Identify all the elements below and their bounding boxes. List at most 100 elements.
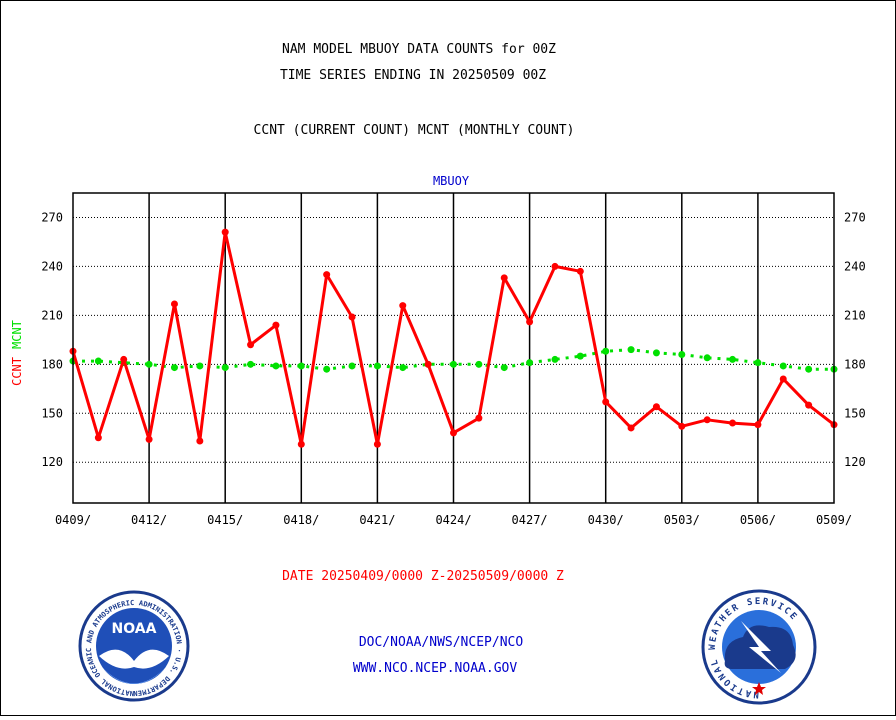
data-point-ccnt — [348, 313, 356, 321]
y-tick-label-right: 180 — [844, 357, 866, 371]
y-tick-label-left: 240 — [41, 259, 63, 273]
y-tick-label-left: 270 — [41, 210, 63, 224]
data-point-mcnt — [805, 365, 813, 373]
y-tick-label-right: 270 — [844, 210, 866, 224]
y-tick-labels: 120 120 150 150 180 180 210 210 240 240 270 270 — [41, 210, 865, 469]
nws-star-icon — [752, 682, 766, 695]
x-tick-label: 0421/ — [359, 513, 395, 527]
data-point-ccnt — [297, 440, 305, 448]
data-point-mcnt — [297, 362, 305, 370]
noaa-logo: NATIONAL OCEANIC AND ATMOSPHERIC ADMINIS… — [0, 0, 190, 702]
x-tick-label: 0503/ — [664, 513, 700, 527]
data-point-ccnt — [475, 414, 483, 422]
x-tick-labels: 0409/0412/0415/0418/0421/0424/0427/0430/… — [55, 513, 852, 527]
data-point-ccnt — [526, 318, 534, 326]
y-tick-label-left: 120 — [41, 455, 63, 469]
data-point-ccnt — [729, 419, 737, 427]
data-point-mcnt — [602, 347, 610, 355]
y-tick-label-left: 210 — [41, 308, 63, 322]
data-point-mcnt — [576, 352, 584, 360]
data-point-mcnt — [678, 351, 686, 359]
data-point-mcnt — [703, 354, 711, 362]
data-point-mcnt — [399, 364, 407, 372]
data-point-ccnt — [221, 228, 229, 236]
org-label: DOC/NOAA/NWS/NCEP/NCO — [359, 635, 524, 650]
data-point-mcnt — [247, 360, 255, 368]
date-range-label: DATE 20250409/0000 Z-20250509/0000 Z — [282, 569, 564, 584]
data-point-ccnt — [703, 416, 711, 424]
data-point-mcnt — [500, 364, 508, 372]
data-point-ccnt — [399, 302, 407, 310]
noaa-logo-text: NOAA — [112, 621, 157, 637]
data-point-mcnt — [170, 364, 178, 372]
data-point-mcnt — [348, 362, 356, 370]
data-point-mcnt — [754, 359, 762, 367]
x-tick-label: 0430/ — [588, 513, 624, 527]
data-point-ccnt — [120, 355, 128, 363]
noaa-logo-disc — [96, 608, 172, 684]
data-point-ccnt — [500, 274, 508, 282]
website-link[interactable]: WWW.NCO.NCEP.NOAA.GOV — [353, 661, 518, 676]
data-point-ccnt — [450, 429, 457, 437]
noaa-wave-icon — [101, 666, 167, 684]
y-axis-label-ccnt: CCNT — [10, 357, 24, 386]
noaa-bird-icon — [99, 649, 169, 669]
data-point-ccnt — [551, 262, 559, 270]
data-point-mcnt — [145, 360, 153, 368]
data-point-mcnt — [323, 365, 331, 373]
data-point-ccnt — [627, 424, 635, 432]
chart-header-line3: CCNT (CURRENT COUNT) MCNT (MONTHLY COUNT… — [254, 123, 575, 138]
noaa-logo-ring-text: NATIONAL OCEANIC AND ATMOSPHERIC ADMINIS… — [1, 1, 183, 697]
data-point-ccnt — [373, 440, 381, 448]
chart-title: MBUOY — [433, 174, 470, 188]
data-point-mcnt — [526, 359, 534, 367]
y-tick-label-left: 180 — [41, 357, 63, 371]
series-layer — [69, 228, 838, 448]
data-point-ccnt — [94, 434, 102, 442]
data-point-mcnt — [475, 360, 483, 368]
y-tick-label-right: 150 — [844, 406, 866, 420]
data-point-mcnt — [450, 360, 457, 368]
data-point-ccnt — [196, 437, 204, 445]
data-point-mcnt — [373, 362, 381, 370]
data-point-ccnt — [779, 375, 787, 383]
y-axis-label: CCNT MCNT — [10, 320, 24, 386]
data-point-ccnt — [323, 271, 331, 279]
x-tick-label: 0418/ — [283, 513, 319, 527]
x-tick-label: 0409/ — [55, 513, 91, 527]
nws-lightning-icon — [741, 621, 781, 673]
data-point-mcnt — [551, 355, 559, 363]
data-point-mcnt — [627, 346, 635, 354]
data-point-mcnt — [196, 362, 204, 370]
data-point-ccnt — [576, 267, 584, 275]
chart-header-line1: NAM MODEL MBUOY DATA COUNTS for 00Z — [282, 42, 556, 57]
nws-logo: NATIONAL WEATHER SERVICE — [701, 589, 817, 705]
data-point-ccnt — [145, 435, 153, 443]
data-point-ccnt — [754, 421, 762, 429]
data-point-ccnt — [247, 341, 255, 349]
x-tick-label: 0506/ — [740, 513, 776, 527]
data-point-mcnt — [779, 362, 787, 370]
data-point-ccnt — [170, 300, 178, 308]
y-tick-label-right: 210 — [844, 308, 866, 322]
plot-border — [72, 192, 835, 504]
x-tick-label: 0415/ — [207, 513, 243, 527]
data-point-mcnt — [221, 364, 229, 372]
x-tick-label: 0427/ — [512, 513, 548, 527]
data-point-mcnt — [729, 355, 737, 363]
x-tick-label: 0509/ — [816, 513, 852, 527]
data-point-mcnt — [652, 349, 660, 357]
x-tick-label: 0412/ — [131, 513, 167, 527]
data-point-ccnt — [272, 321, 280, 329]
y-tick-label-right: 120 — [844, 455, 866, 469]
data-point-ccnt — [602, 398, 610, 406]
x-tick-label: 0424/ — [435, 513, 471, 527]
data-point-mcnt — [94, 357, 102, 365]
data-point-ccnt — [424, 360, 432, 368]
y-tick-label-right: 240 — [844, 259, 866, 273]
data-point-ccnt — [805, 401, 813, 409]
data-point-ccnt — [678, 422, 686, 430]
data-point-ccnt — [652, 403, 660, 411]
